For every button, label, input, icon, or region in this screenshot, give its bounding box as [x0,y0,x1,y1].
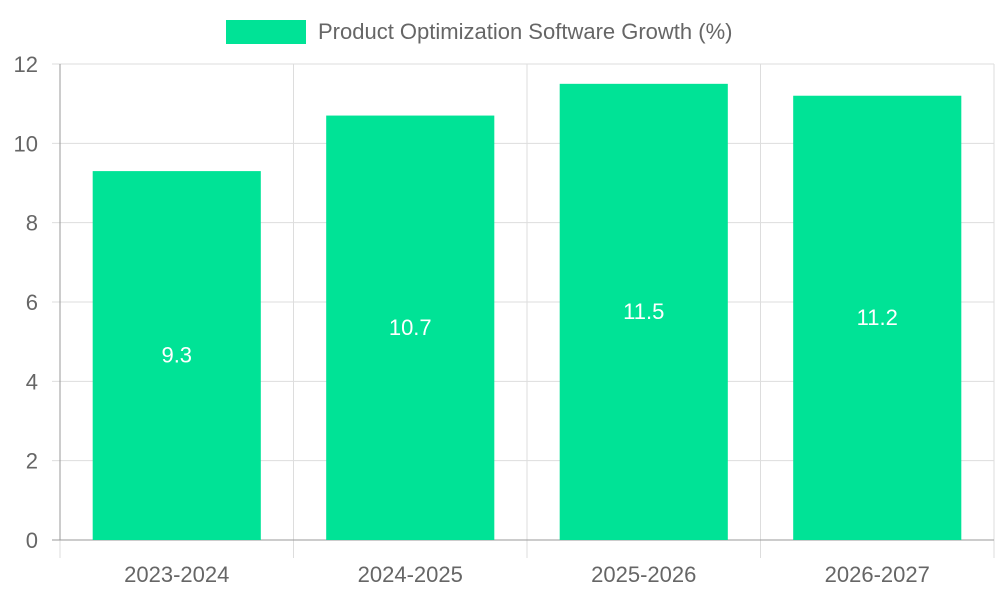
legend-label: Product Optimization Software Growth (%) [318,19,732,44]
bar-value-label: 10.7 [389,315,432,340]
bar[interactable] [326,115,495,541]
x-tick-label: 2024-2025 [358,562,463,587]
bar[interactable] [793,95,962,540]
bar-value-label: 9.3 [161,343,192,368]
data-labels: 9.3 10.7 11.5 11.2 [161,299,897,368]
legend-swatch [226,20,306,44]
x-tick-label: 2025-2026 [591,562,696,587]
legend[interactable]: Product Optimization Software Growth (%) [226,19,732,44]
bar[interactable] [559,83,728,540]
bar-value-label: 11.5 [623,299,664,324]
x-tick-label: 2023-2024 [124,562,229,587]
y-axis-ticks: 0 2 4 6 8 10 12 [14,52,38,553]
bars [92,83,962,541]
y-tick-label: 6 [26,290,38,315]
y-tick-label: 8 [26,211,38,236]
x-axis-ticks: 2023-2024 2024-2025 2025-2026 2026-2027 [124,562,930,587]
x-tick-label: 2026-2027 [825,562,930,587]
bar[interactable] [92,171,261,540]
bar-value-label: 11.2 [857,305,898,330]
y-tick-label: 0 [26,528,38,553]
y-tick-label: 10 [14,131,38,156]
y-tick-label: 12 [14,52,38,77]
y-tick-label: 4 [26,369,38,394]
y-tick-label: 2 [26,449,38,474]
